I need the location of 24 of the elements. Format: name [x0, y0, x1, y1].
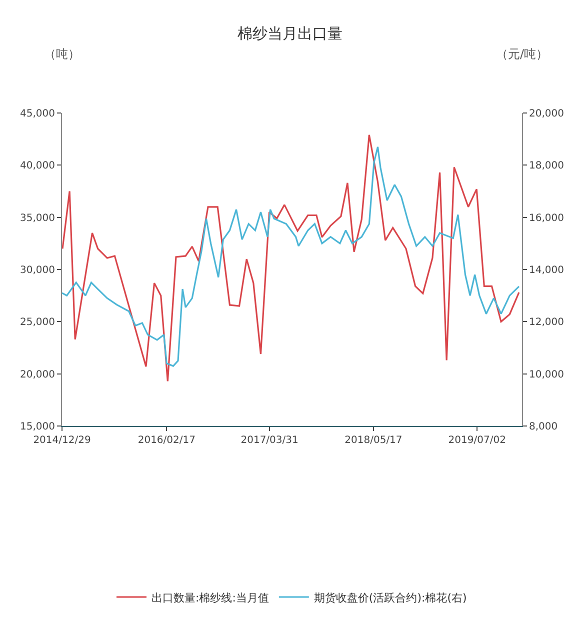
y2-tick-label: 16,000	[529, 212, 564, 224]
legend-label: 出口数量:棉纱线:当月值	[152, 591, 269, 604]
y-tick-label: 25,000	[20, 317, 55, 328]
y2-tick-label: 12,000	[529, 317, 564, 328]
y-tick-label: 45,000	[20, 108, 55, 120]
y2-tick-label: 14,000	[529, 265, 564, 276]
y2-tick-label: 20,000	[529, 108, 564, 120]
y-tick-label: 30,000	[20, 265, 55, 276]
x-tick-label: 2014/12/29	[33, 435, 91, 446]
x-tick-label: 2016/02/17	[138, 435, 196, 446]
legend-label: 期货收盘价(活跃合约):棉花(右)	[314, 591, 467, 604]
y-tick-label: 20,000	[20, 369, 55, 380]
y-tick-label: 15,000	[20, 422, 55, 432]
y2-tick-label: 10,000	[529, 369, 564, 380]
x-tick-label: 2017/03/31	[240, 435, 298, 446]
y2-axis-title: （元/吨）	[496, 47, 548, 61]
y-tick-label: 40,000	[20, 160, 55, 172]
chart-title: 棉纱当月出口量	[238, 24, 342, 43]
y-axis-title: （吨）	[44, 47, 80, 61]
y2-tick-label: 8,000	[529, 422, 558, 432]
x-tick-label: 2019/07/02	[448, 435, 506, 446]
x-tick-label: 2018/05/17	[344, 435, 402, 446]
y2-tick-label: 18,000	[529, 160, 564, 172]
y-tick-label: 35,000	[20, 212, 55, 224]
